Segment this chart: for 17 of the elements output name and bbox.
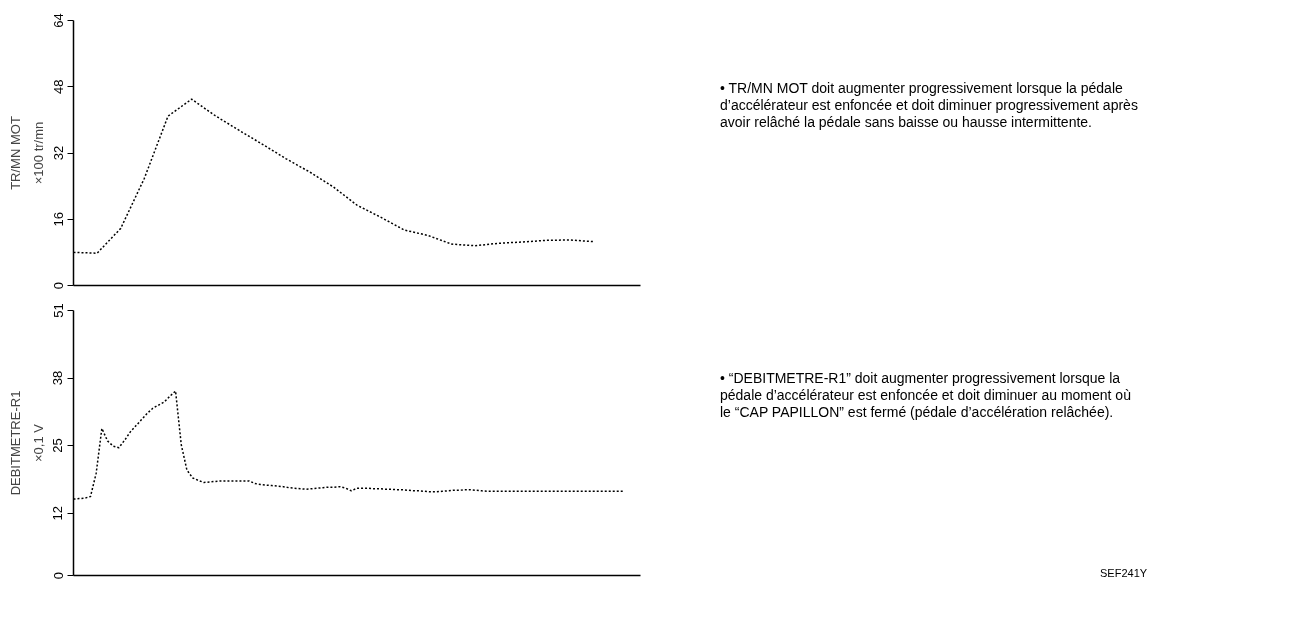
- text: ×100 tr/mn: [30, 121, 46, 185]
- y-tick-label: 48: [50, 79, 66, 94]
- y-tick-label: 64: [50, 13, 66, 28]
- y-tick-label: 16: [50, 212, 66, 227]
- y-tick-label: 12: [50, 505, 66, 521]
- y-tick-label: 25: [50, 438, 66, 453]
- y-tick-label: 38: [50, 370, 66, 386]
- y-tick-label: 0: [50, 571, 66, 580]
- text: • TR/MN MOT doit augmenter progressivement lorsque la pédale d’accélérateur est enfoncée et doit diminuer progressivement après avoir relâché la pédale sans baisse ou hausse intermittente.: [720, 80, 1139, 131]
- y-axis-title: TR/MN MOT: [7, 116, 23, 190]
- y-tick-label: 32: [50, 145, 66, 161]
- text: ×0,1 V: [30, 423, 46, 462]
- text: SEF241Y: [1100, 567, 1148, 579]
- y-tick-label: 0: [50, 281, 66, 290]
- text: • “DEBITMETRE-R1” doit augmenter progressivement lorsque la pédale d’accélérateur est enfoncée et doit diminuer au moment où le “CAP PAPILLON” est fermé (pédale d’accélération relâchée).: [720, 370, 1132, 421]
- y-tick-label: 51: [50, 303, 66, 318]
- y-axis-title: DEBITMETRE-R1: [7, 390, 23, 496]
